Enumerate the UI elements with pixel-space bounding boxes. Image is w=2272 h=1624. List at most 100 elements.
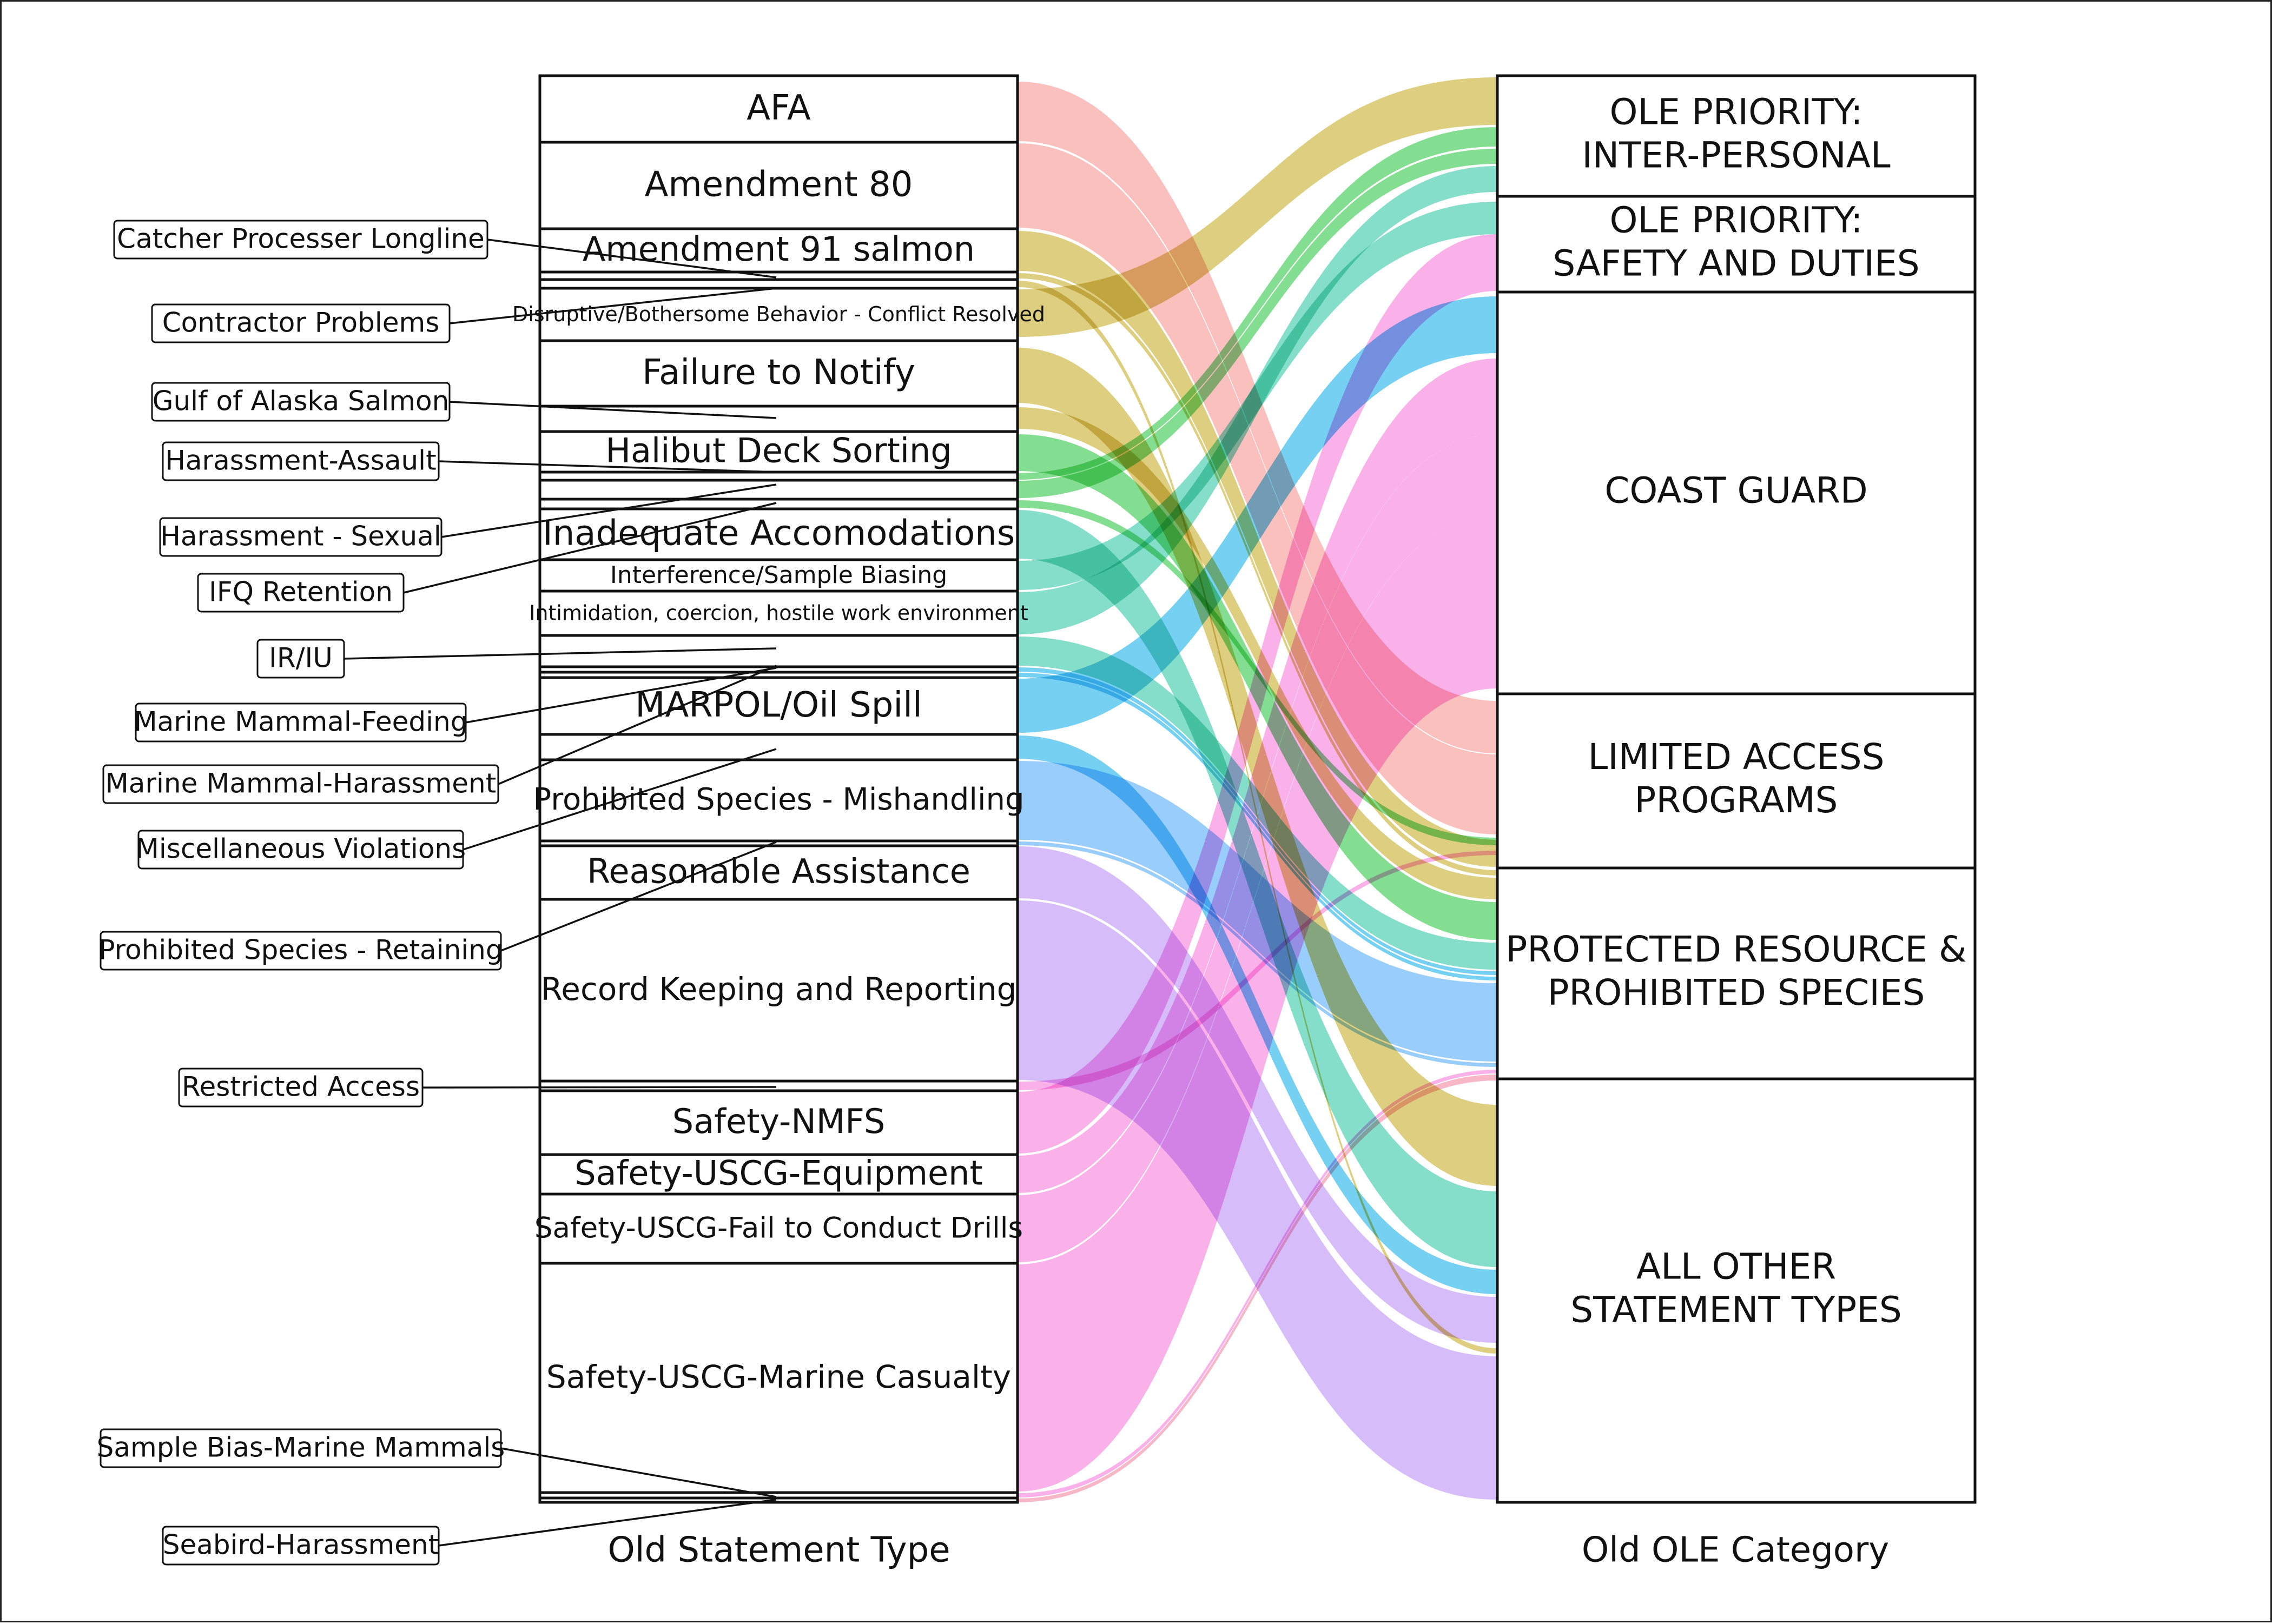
left-node-miscellaneous-violations [538,733,1019,761]
callout-harassment-assault: Harassment-Assault [162,441,777,481]
flow-gulf-of-alaska-salmon-to-protected-resource-prohibited-species [1018,407,1497,899]
callout-prohibited-species-retaining: Prohibited Species - Retaining [98,841,777,971]
callout-label: Restricted Access [182,1071,420,1103]
callout-box [256,639,345,679]
callout-label: Prohibited Species - Retaining [98,934,503,966]
callout-sample-bias-marine-mammals: Sample Bias-Marine Mammals [97,1428,777,1498]
left-node-interference-sample-biasing [538,558,1019,593]
flow-safety-uscg-equipment-to-coast-guard [1018,359,1497,1193]
callout-box [159,517,442,557]
callout-label: Harassment - Sexual [160,521,441,552]
callout-leader-line [438,1499,777,1547]
callout-box [162,441,440,481]
callout-leader-line [449,287,777,324]
left-node-intimidation-coercion-hostile-work-environment [538,589,1019,637]
left-node-prohibited-species-mishandling [538,758,1019,843]
right-axis-label: Old OLE Category [1582,1530,1889,1570]
right-node-ole-priority-inter-personal [1496,74,1977,198]
callout-leader-line [438,460,777,473]
callout-leader-line [403,502,777,594]
left-node-label: Safety-USCG-Equipment [574,1154,983,1193]
flow-safety-uscg-fail-to-conduct-drills-to-coast-guard [1018,434,1497,1262]
flow-sample-bias-marine-mammals-to-protected-resource-prohibited-species [1018,1070,1497,1497]
callouts-layer: Catcher Processer Longline Contractor Pro… [97,220,777,1566]
right-node-label: PROHIBITED SPECIES [1548,972,1925,1013]
callout-box [100,1428,502,1468]
left-node-restricted-access [538,1079,1019,1092]
left-node-seabird-harassment [538,1496,1019,1504]
right-node-label: LIMITED ACCESS [1588,736,1884,778]
right-node-label: INTER-PERSONAL [1582,135,1891,176]
callout-leader-line [500,841,777,952]
left-node-label: Safety-USCG-Fail to Conduct Drills [534,1212,1023,1245]
callout-box [102,764,499,804]
left-node-label: Prohibited Species - Mishandling [533,782,1024,817]
callout-box [113,220,488,260]
callout-leader-line [463,748,777,851]
left-node-label: Record Keeping and Reporting [541,971,1017,1007]
left-node-ifq-retention [538,498,1019,511]
left-node-label: Disruptive/Bothersome Behavior - Conflic… [512,302,1045,326]
right-node-label: PROGRAMS [1635,779,1838,821]
callout-label: Contractor Problems [162,307,440,339]
callout-label: Harassment-Assault [165,445,436,476]
right-node-label: COAST GUARD [1604,470,1868,512]
callout-leader-line [441,483,777,538]
callout-label: Miscellaneous Violations [136,833,466,865]
callout-box [197,573,405,613]
left-node-reasonable-assistance [538,844,1019,901]
right-node-label: PROTECTED RESOURCE & [1505,929,1966,970]
callout-leader-line [344,647,777,660]
left-node-failure-to-notify [538,339,1019,408]
left-node-harassment-sexual [538,479,1019,501]
right-node-label: OLE PRIORITY: [1610,91,1863,133]
right-node-all-other-statement-types [1496,1077,1977,1504]
left-node-label: Halibut Deck Sorting [605,431,952,470]
left-nodes-layer: AFA Amendment 80 Amendment 91 salmon Disrup… [512,74,1045,1504]
flow-seabird-harassment-to-protected-resource-prohibited-species [1018,1075,1497,1502]
left-node-label: Reasonable Assistance [587,852,970,891]
callout-restricted-access: Restricted Access [178,1068,777,1108]
left-node-inadequate-accomodations [538,507,1019,561]
callout-ir-iu: IR/IU [256,639,777,679]
left-node-disruptive-bothersome-behavior-conflict-resolved [538,287,1019,342]
left-node-ir-iu [538,634,1019,668]
left-axis-label: Old Statement Type [607,1530,950,1570]
callout-label: Seabird-Harassment [163,1529,439,1561]
left-node-label: Interference/Sample Biasing [610,561,947,589]
callout-box [178,1068,424,1108]
right-node-label: STATEMENT TYPES [1570,1289,1901,1331]
callout-catcher-processer-longline: Catcher Processer Longline [113,220,777,279]
right-node-label: ALL OTHER [1636,1246,1836,1288]
left-node-halibut-deck-sorting [538,430,1019,474]
flow-harassment-sexual-to-ole-priority-inter-personal [1018,149,1497,498]
left-node-label: MARPOL/Oil Spill [635,685,922,725]
callout-marine-mammal-feeding: Marine Mammal-Feeding [134,667,777,743]
callout-label: Sample Bias-Marine Mammals [97,1432,505,1463]
left-node-amendment-91-salmon [538,227,1019,274]
right-node-label: SAFETY AND DUTIES [1553,243,1919,284]
left-node-label: Safety-USCG-Marine Casualty [546,1358,1011,1395]
callout-label: IFQ Retention [209,576,393,608]
callout-label: Marine Mammal-Harassment [105,768,497,799]
callout-leader-line [449,401,777,419]
callout-leader-line [498,665,777,785]
callout-box [162,1526,440,1566]
callout-label: Marine Mammal-Feeding [134,706,468,738]
callout-marine-mammal-harassment: Marine Mammal-Harassment [102,665,777,804]
callout-box [151,382,451,422]
callout-leader-line [465,667,777,724]
callout-seabird-harassment: Seabird-Harassment [162,1499,777,1566]
callout-leader-line [487,238,777,279]
left-node-label: Failure to Notify [642,353,915,393]
right-node-protected-resource-prohibited-species [1496,866,1977,1081]
flow-afa-to-limited-access-programs [1018,82,1497,753]
callout-ifq-retention: IFQ Retention [197,502,777,613]
flow-catcher-processer-longline-to-limited-access-programs [1018,273,1497,876]
flow-amendment-91-salmon-to-protected-resource-prohibited-species [1018,231,1497,867]
flow-safety-uscg-marine-casualty-to-coast-guard [1018,515,1497,1492]
flows-layer [1018,77,1497,1502]
